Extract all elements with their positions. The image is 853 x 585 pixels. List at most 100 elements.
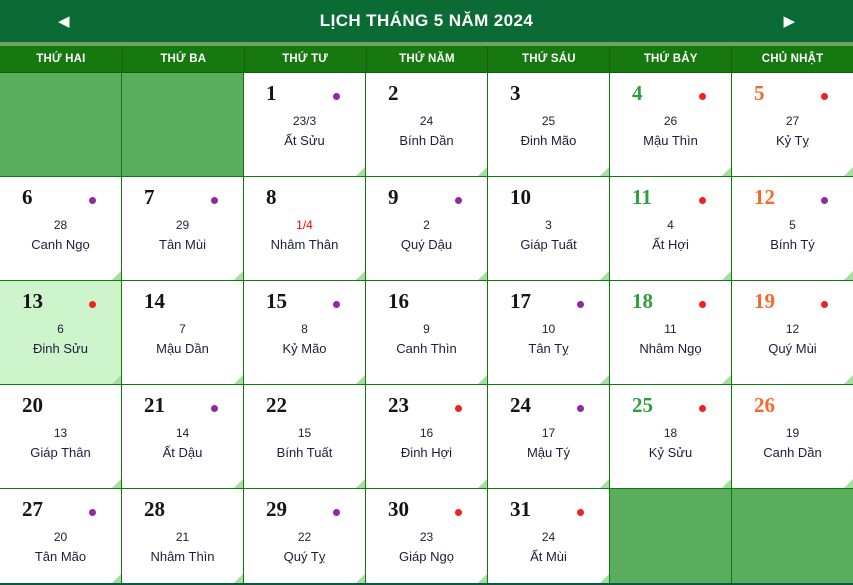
day-cell[interactable]: 26 19 Canh Dần	[732, 385, 853, 488]
weekday-label-tuesday: THỨ BA	[121, 46, 244, 72]
lunar-day-name: Canh Ngọ	[31, 237, 90, 252]
lunar-day-name: Canh Dần	[763, 445, 822, 460]
day-cell[interactable]: 31 24 Ất Mùi	[488, 489, 609, 583]
weekday-label-sunday: CHỦ NHẬT	[731, 46, 853, 72]
lunar-day-name: Tân Tỵ	[528, 341, 569, 356]
lunar-date: 14	[175, 426, 190, 440]
lunar-day-name: Quý Dậu	[400, 237, 453, 252]
day-cell[interactable]: 6 28 Canh Ngọ	[0, 177, 121, 280]
day-cell[interactable]: 18 11 Nhâm Ngọ	[610, 281, 731, 384]
day-cell[interactable]: 9 2 Quý Dậu	[366, 177, 487, 280]
lunar-date: 23	[419, 530, 434, 544]
day-cell[interactable]: 27 20 Tân Mão	[0, 489, 121, 583]
lunar-day-name: Kỷ Tỵ	[776, 133, 809, 148]
day-cell[interactable]: 13 6 Đinh Sửu	[0, 281, 121, 384]
corner-fold-icon	[600, 167, 609, 176]
lunar-day-name: Giáp Tuất	[520, 237, 577, 252]
corner-fold-icon	[844, 375, 853, 384]
day-cell[interactable]: 3 25 Đinh Mão	[488, 73, 609, 176]
weekday-label-thursday: THỨ NĂM	[365, 46, 488, 72]
lunar-day-name: Bính Tý	[770, 237, 815, 252]
day-cell[interactable]: 25 18 Kỷ Sửu	[610, 385, 731, 488]
weekday-header-row: THỨ HAI THỨ BA THỨ TƯ THỨ NĂM THỨ SÁU TH…	[0, 46, 853, 73]
day-cell[interactable]: 4 26 Mậu Thìn	[610, 73, 731, 176]
empty-cell	[732, 489, 853, 583]
day-cell[interactable]: 29 22 Quý Tỵ	[244, 489, 365, 583]
event-dot-icon	[455, 197, 462, 204]
day-cell[interactable]: 21 14 Ất Dậu	[122, 385, 243, 488]
event-dot-icon	[333, 301, 340, 308]
lunar-day-name: Đinh Mão	[520, 133, 577, 148]
day-number: 5	[754, 81, 765, 105]
corner-fold-icon	[600, 375, 609, 384]
day-cell[interactable]: 28 21 Nhâm Thìn	[122, 489, 243, 583]
day-number: 19	[754, 289, 775, 313]
lunar-day-name: Canh Thìn	[396, 341, 457, 356]
lunar-day-name: Bính Tuất	[276, 445, 333, 460]
corner-fold-icon	[356, 479, 365, 488]
day-cell[interactable]: 1 23/3 Ất Sửu	[244, 73, 365, 176]
day-number: 15	[266, 289, 287, 313]
lunar-date: 26	[663, 114, 678, 128]
day-cell[interactable]: 11 4 Ất Hợi	[610, 177, 731, 280]
day-number: 12	[754, 185, 775, 209]
day-cell[interactable]: 23 16 Đinh Hợi	[366, 385, 487, 488]
lunar-day-name: Nhâm Thân	[270, 237, 339, 252]
weekday-label-friday: THỨ SÁU	[487, 46, 609, 72]
lunar-date: 15	[297, 426, 312, 440]
lunar-date: 17	[541, 426, 556, 440]
event-dot-icon	[333, 509, 340, 516]
day-number: 27	[22, 497, 43, 521]
lunar-day-name: Bính Dần	[399, 133, 454, 148]
event-dot-icon	[89, 301, 96, 308]
corner-fold-icon	[234, 271, 243, 280]
day-cell[interactable]: 24 17 Mậu Tý	[488, 385, 609, 488]
day-cell[interactable]: 17 10 Tân Tỵ	[488, 281, 609, 384]
day-cell[interactable]: 5 27 Kỷ Tỵ	[732, 73, 853, 176]
day-cell[interactable]: 30 23 Giáp Ngọ	[366, 489, 487, 583]
day-cell[interactable]: 2 24 Bính Dần	[366, 73, 487, 176]
day-cell[interactable]: 20 13 Giáp Thân	[0, 385, 121, 488]
day-number: 11	[632, 185, 652, 209]
lunar-date: 6	[57, 322, 64, 336]
corner-fold-icon	[844, 167, 853, 176]
day-cell[interactable]: 10 3 Giáp Tuất	[488, 177, 609, 280]
lunar-day-name: Ất Sửu	[284, 133, 325, 148]
event-dot-icon	[821, 197, 828, 204]
corner-fold-icon	[478, 574, 487, 583]
day-cell[interactable]: 7 29 Tân Mùi	[122, 177, 243, 280]
corner-fold-icon	[722, 479, 731, 488]
day-cell[interactable]: 16 9 Canh Thìn	[366, 281, 487, 384]
day-cell[interactable]: 12 5 Bính Tý	[732, 177, 853, 280]
day-cell[interactable]: 22 15 Bính Tuất	[244, 385, 365, 488]
day-number: 10	[510, 185, 531, 209]
day-number: 3	[510, 81, 521, 105]
day-cell[interactable]: 14 7 Mậu Dần	[122, 281, 243, 384]
day-number: 20	[22, 393, 43, 417]
prev-month-button[interactable]: ◀	[58, 12, 70, 30]
event-dot-icon	[455, 509, 462, 516]
lunar-day-name: Quý Tỵ	[283, 549, 326, 564]
day-cell[interactable]: 8 1/4 Nhâm Thân	[244, 177, 365, 280]
lunar-date: 16	[419, 426, 434, 440]
corner-fold-icon	[478, 375, 487, 384]
lunar-day-name: Mậu Dần	[156, 341, 209, 356]
lunar-day-name: Đinh Sửu	[33, 341, 88, 356]
day-cell[interactable]: 19 12 Quý Mùi	[732, 281, 853, 384]
lunar-date: 2	[423, 218, 430, 232]
day-number: 31	[510, 497, 531, 521]
corner-fold-icon	[356, 271, 365, 280]
next-month-button[interactable]: ▶	[783, 12, 795, 30]
event-dot-icon	[577, 301, 584, 308]
lunar-day-name: Ất Dậu	[162, 445, 203, 460]
lunar-date: 9	[423, 322, 430, 336]
day-number: 24	[510, 393, 531, 417]
event-dot-icon	[211, 405, 218, 412]
day-cell[interactable]: 15 8 Kỷ Mão	[244, 281, 365, 384]
lunar-day-name: Nhâm Thìn	[150, 549, 215, 564]
day-number: 14	[144, 289, 165, 313]
lunar-date: 1/4	[296, 218, 313, 232]
corner-fold-icon	[844, 271, 853, 280]
lunar-day-name: Ất Hợi	[652, 237, 689, 252]
